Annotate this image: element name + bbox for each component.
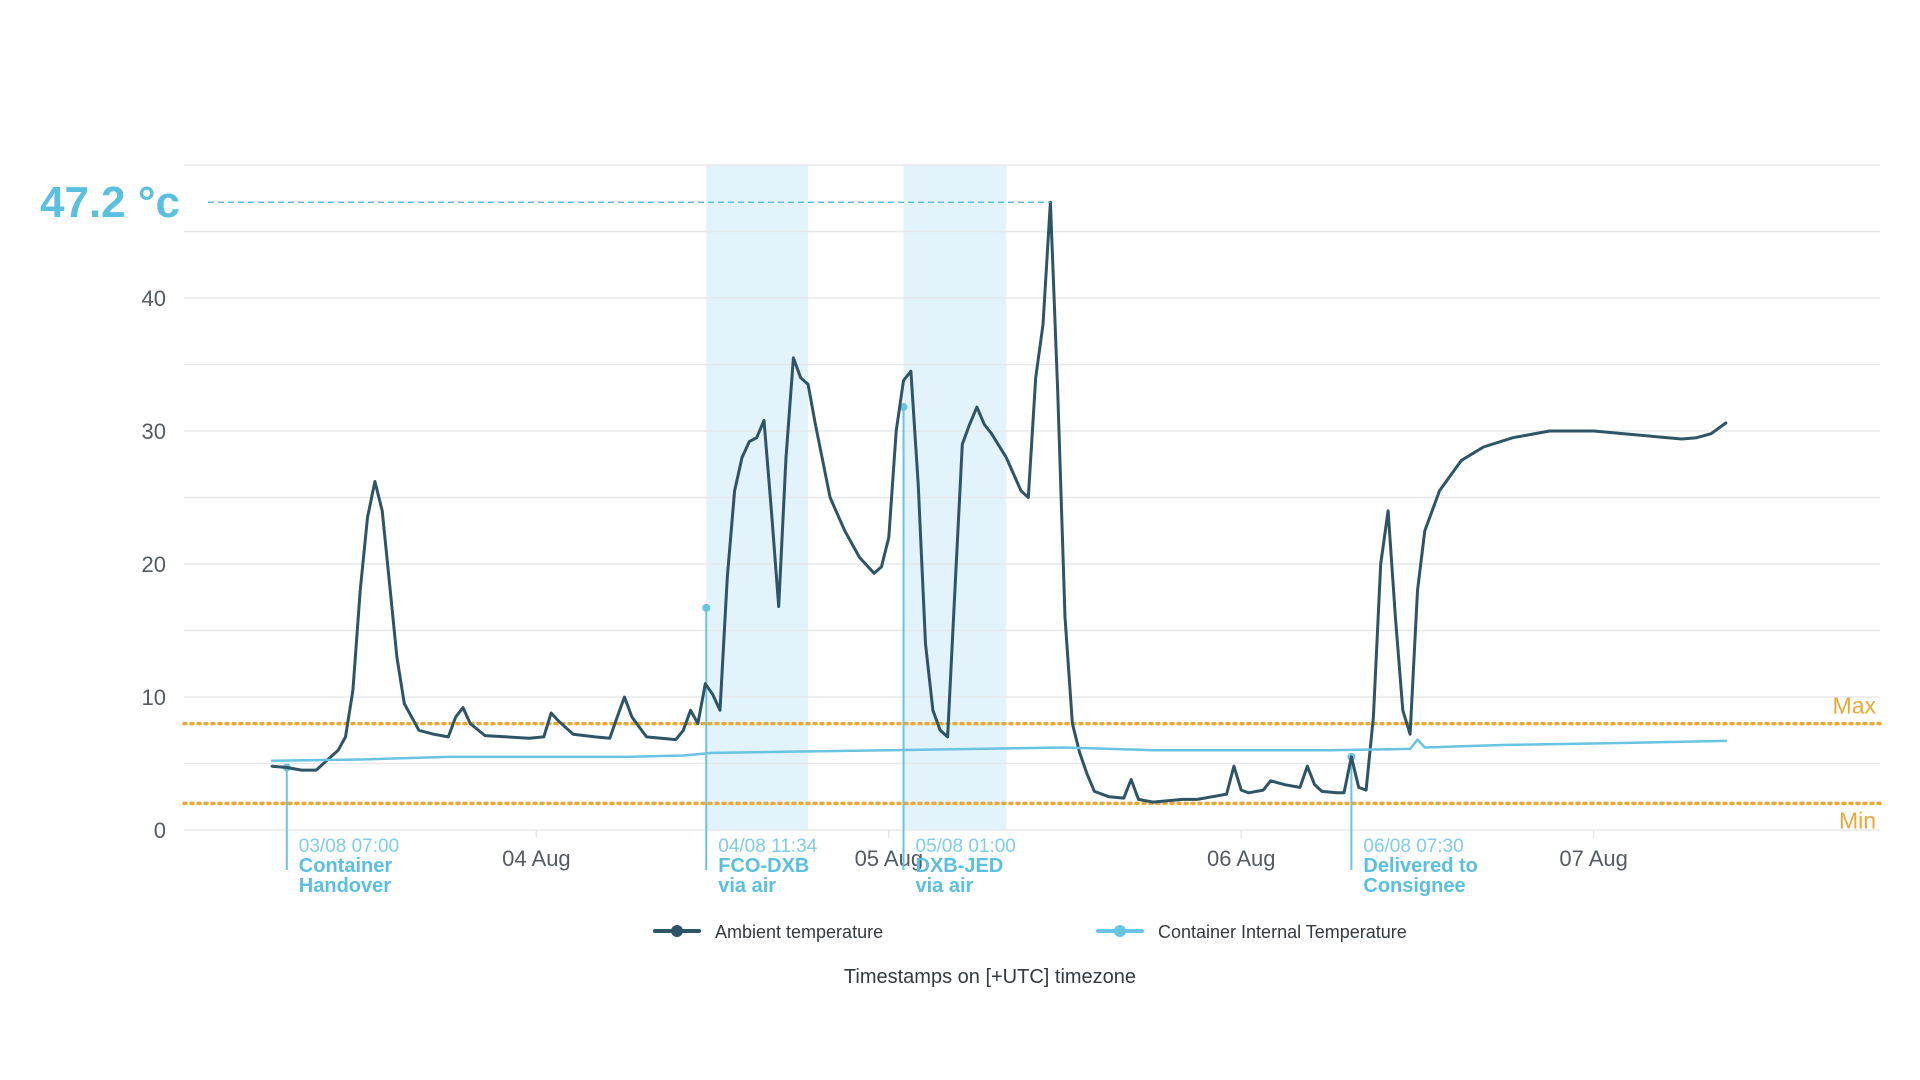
y-tick-label: 30 <box>142 419 166 444</box>
x-tick-label: 05 Aug <box>855 846 924 871</box>
event-point <box>702 603 711 612</box>
timezone-note: Timestamps on [+UTC] timezone <box>844 966 1136 988</box>
event-time-label: 05/08 01:00 <box>916 836 1016 857</box>
limit-lines: Max Min <box>182 693 1882 833</box>
legend-label: Container Internal Temperature <box>1158 922 1407 942</box>
x-tick-label: 06 Aug <box>1207 846 1276 871</box>
event-time-label: 03/08 07:00 <box>299 836 399 857</box>
event-label: Consignee <box>1363 875 1465 897</box>
peak-value-label: 47.2 °c <box>40 178 180 227</box>
x-tick-label: 04 Aug <box>502 846 571 871</box>
series-lines <box>270 200 1728 804</box>
gridlines <box>184 164 1880 831</box>
series-line-ambient <box>270 200 1728 804</box>
event-label: FCO-DXB <box>718 855 809 877</box>
legend-swatch-dot <box>671 925 683 937</box>
event-time-label: 06/08 07:30 <box>1363 836 1463 857</box>
peak-annotation: 47.2 °c <box>40 178 1051 227</box>
event-label: DXB-JED <box>916 855 1004 877</box>
x-tick-label: 07 Aug <box>1559 846 1628 871</box>
limit-label-max: Max <box>1833 693 1877 719</box>
event-time-label: 04/08 11:34 <box>718 836 817 857</box>
series-line-internal <box>270 738 1728 763</box>
x-axis-ticks: 04 Aug 05 Aug 06 Aug 07 Aug <box>502 830 1628 871</box>
y-tick-label: 40 <box>142 286 166 311</box>
event-label: Delivered to <box>1363 855 1477 877</box>
event-label: via air <box>718 875 776 897</box>
event-label: via air <box>916 875 974 897</box>
y-tick-label: 0 <box>154 818 166 843</box>
event-label: Handover <box>299 875 391 897</box>
legend-swatch-dot <box>1114 925 1126 937</box>
limit-label-min: Min <box>1839 807 1876 833</box>
y-tick-label: 10 <box>142 685 166 710</box>
event-point <box>899 403 908 412</box>
legend-label: Ambient temperature <box>715 922 883 942</box>
y-axis-ticks: 0 10 20 30 40 <box>142 286 166 843</box>
legend: Ambient temperature Container Internal Te… <box>653 922 1407 942</box>
y-tick-label: 20 <box>142 552 166 577</box>
event-label: Container <box>299 855 393 877</box>
